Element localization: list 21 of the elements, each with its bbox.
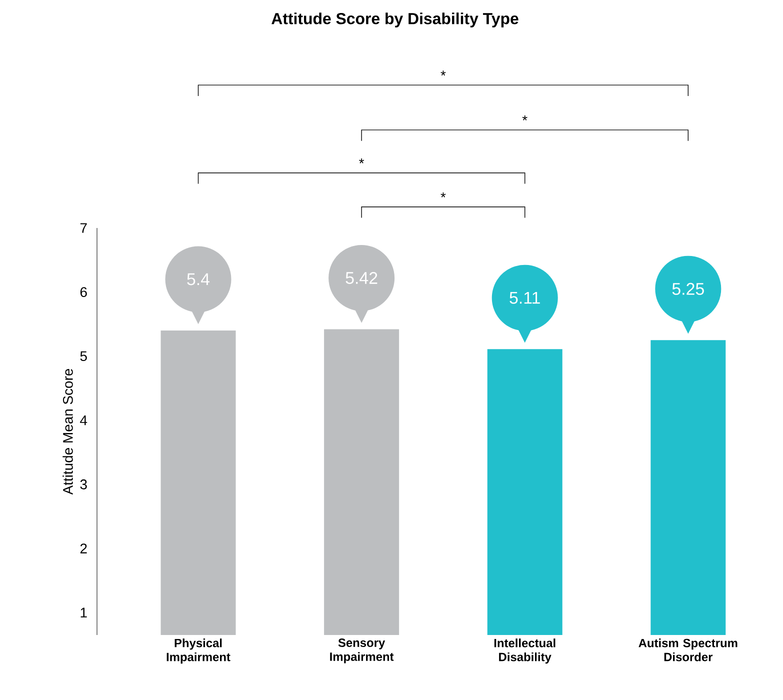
data-label: 5.25 [672, 282, 704, 295]
data-label: 5.4 [187, 273, 210, 286]
y-tick-label: 2 [80, 544, 87, 554]
x-tick-label: Autism Spectrum Disorder [638, 638, 738, 662]
y-tick-label: 4 [80, 415, 88, 426]
x-tick-label: Physical Impairment [166, 638, 230, 664]
text: * [440, 70, 446, 76]
y-tick-label: 5 [80, 351, 87, 362]
y-tick-label: 3 [80, 479, 87, 490]
x-tick-label: Sensory Impairment [330, 638, 394, 664]
x-tick-label: Intellectual Disability [494, 638, 556, 664]
y-tick-label: 6 [80, 287, 87, 298]
data-label: 5.11 [510, 292, 540, 304]
chart-title: Attitude Score by Disability Type [272, 12, 518, 28]
y-axis-title: Attitude Mean Score [62, 368, 73, 495]
y-tick-label: 7 [80, 223, 87, 233]
y-tick-label: 1 [80, 608, 87, 618]
data-label: 5.42 [346, 272, 378, 284]
text: * [359, 158, 364, 164]
text: * [522, 116, 528, 120]
text: * [440, 192, 446, 198]
